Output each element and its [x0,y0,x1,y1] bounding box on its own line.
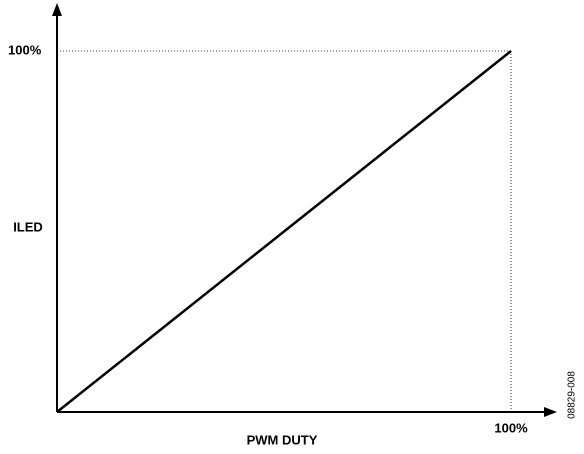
figure-id: 08829-008 [567,371,578,419]
x-axis-arrow [544,407,557,417]
data-line [56,50,512,413]
y-axis-arrow [52,3,62,16]
x-tick-label: 100% [494,420,528,435]
y-axis-label: ILED [13,219,43,234]
y-tick-label: 100% [8,42,42,57]
x-axis-label: PWM DUTY [247,432,318,447]
